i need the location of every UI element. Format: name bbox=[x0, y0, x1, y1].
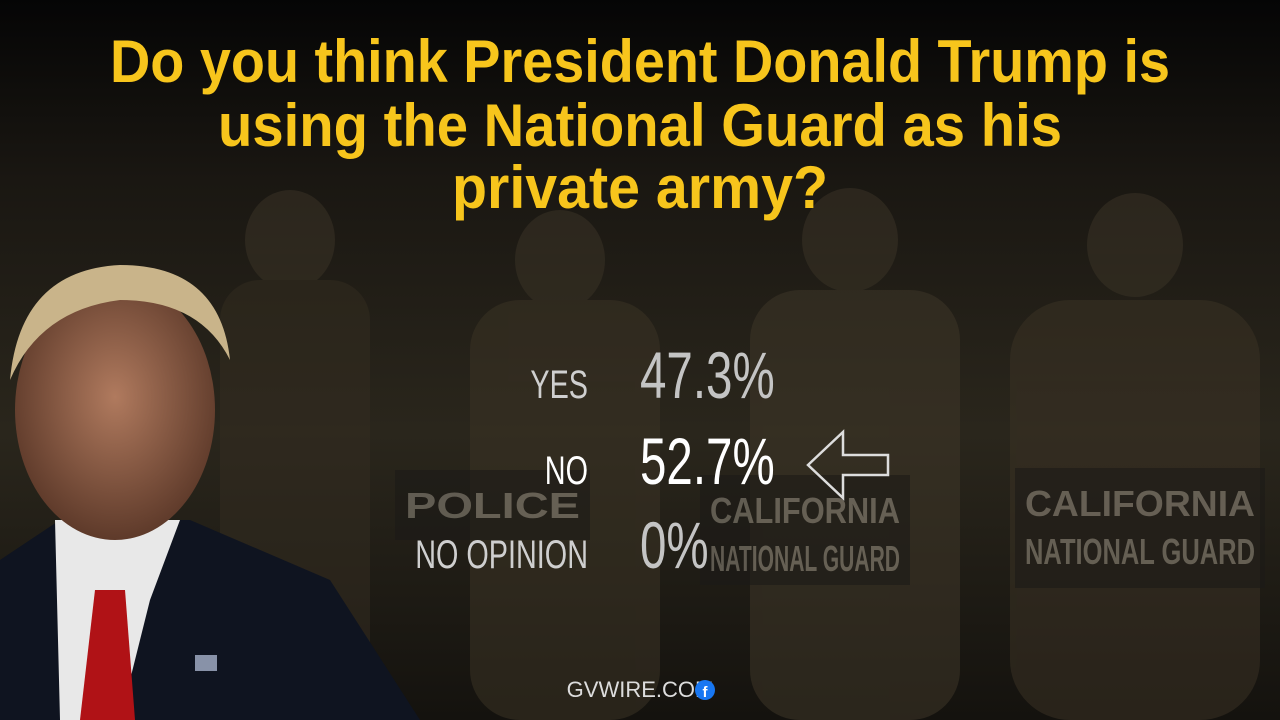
result-value: 52.7% bbox=[640, 425, 775, 498]
facebook-icon bbox=[695, 680, 715, 700]
title-line: using the National Guard as his bbox=[218, 92, 1062, 159]
sign-text: CALIFORNIA bbox=[1025, 483, 1255, 524]
sign-board bbox=[700, 475, 910, 585]
result-value: 47.3% bbox=[640, 339, 775, 412]
title: Do you think President Donald Trump isus… bbox=[110, 28, 1170, 221]
result-value: 0% bbox=[640, 509, 709, 582]
facebook-glyph: f bbox=[703, 684, 709, 701]
result-row: NO 52.7% bbox=[545, 425, 775, 498]
trump-figure bbox=[0, 265, 420, 720]
sign-text: CALIFORNIA bbox=[710, 490, 900, 531]
result-label: NO OPINION bbox=[415, 532, 588, 577]
result-row: NO OPINION 0% bbox=[415, 509, 708, 582]
result-row: YES 47.3% bbox=[530, 339, 774, 412]
sign-board bbox=[1015, 468, 1265, 588]
highlight-arrow bbox=[806, 429, 890, 501]
result-label: NO bbox=[545, 448, 588, 493]
results: YES 47.3% NO 52.7% NO OPINION 0% bbox=[415, 339, 775, 582]
sign-text: NATIONAL GUARD bbox=[1025, 531, 1255, 572]
result-label: YES bbox=[530, 362, 588, 407]
sign-text: NATIONAL GUARD bbox=[710, 538, 900, 579]
sign-text: POLICE bbox=[405, 485, 580, 526]
footer-logo: GVWIRE.COM bbox=[567, 677, 714, 702]
background-signs: POLICE CALIFORNIA NATIONAL GUARD CALIFORNIA… bbox=[395, 468, 1265, 588]
title-line: private army? bbox=[452, 154, 828, 221]
sign-board bbox=[395, 470, 590, 540]
title-line: Do you think President Donald Trump is bbox=[110, 28, 1170, 95]
